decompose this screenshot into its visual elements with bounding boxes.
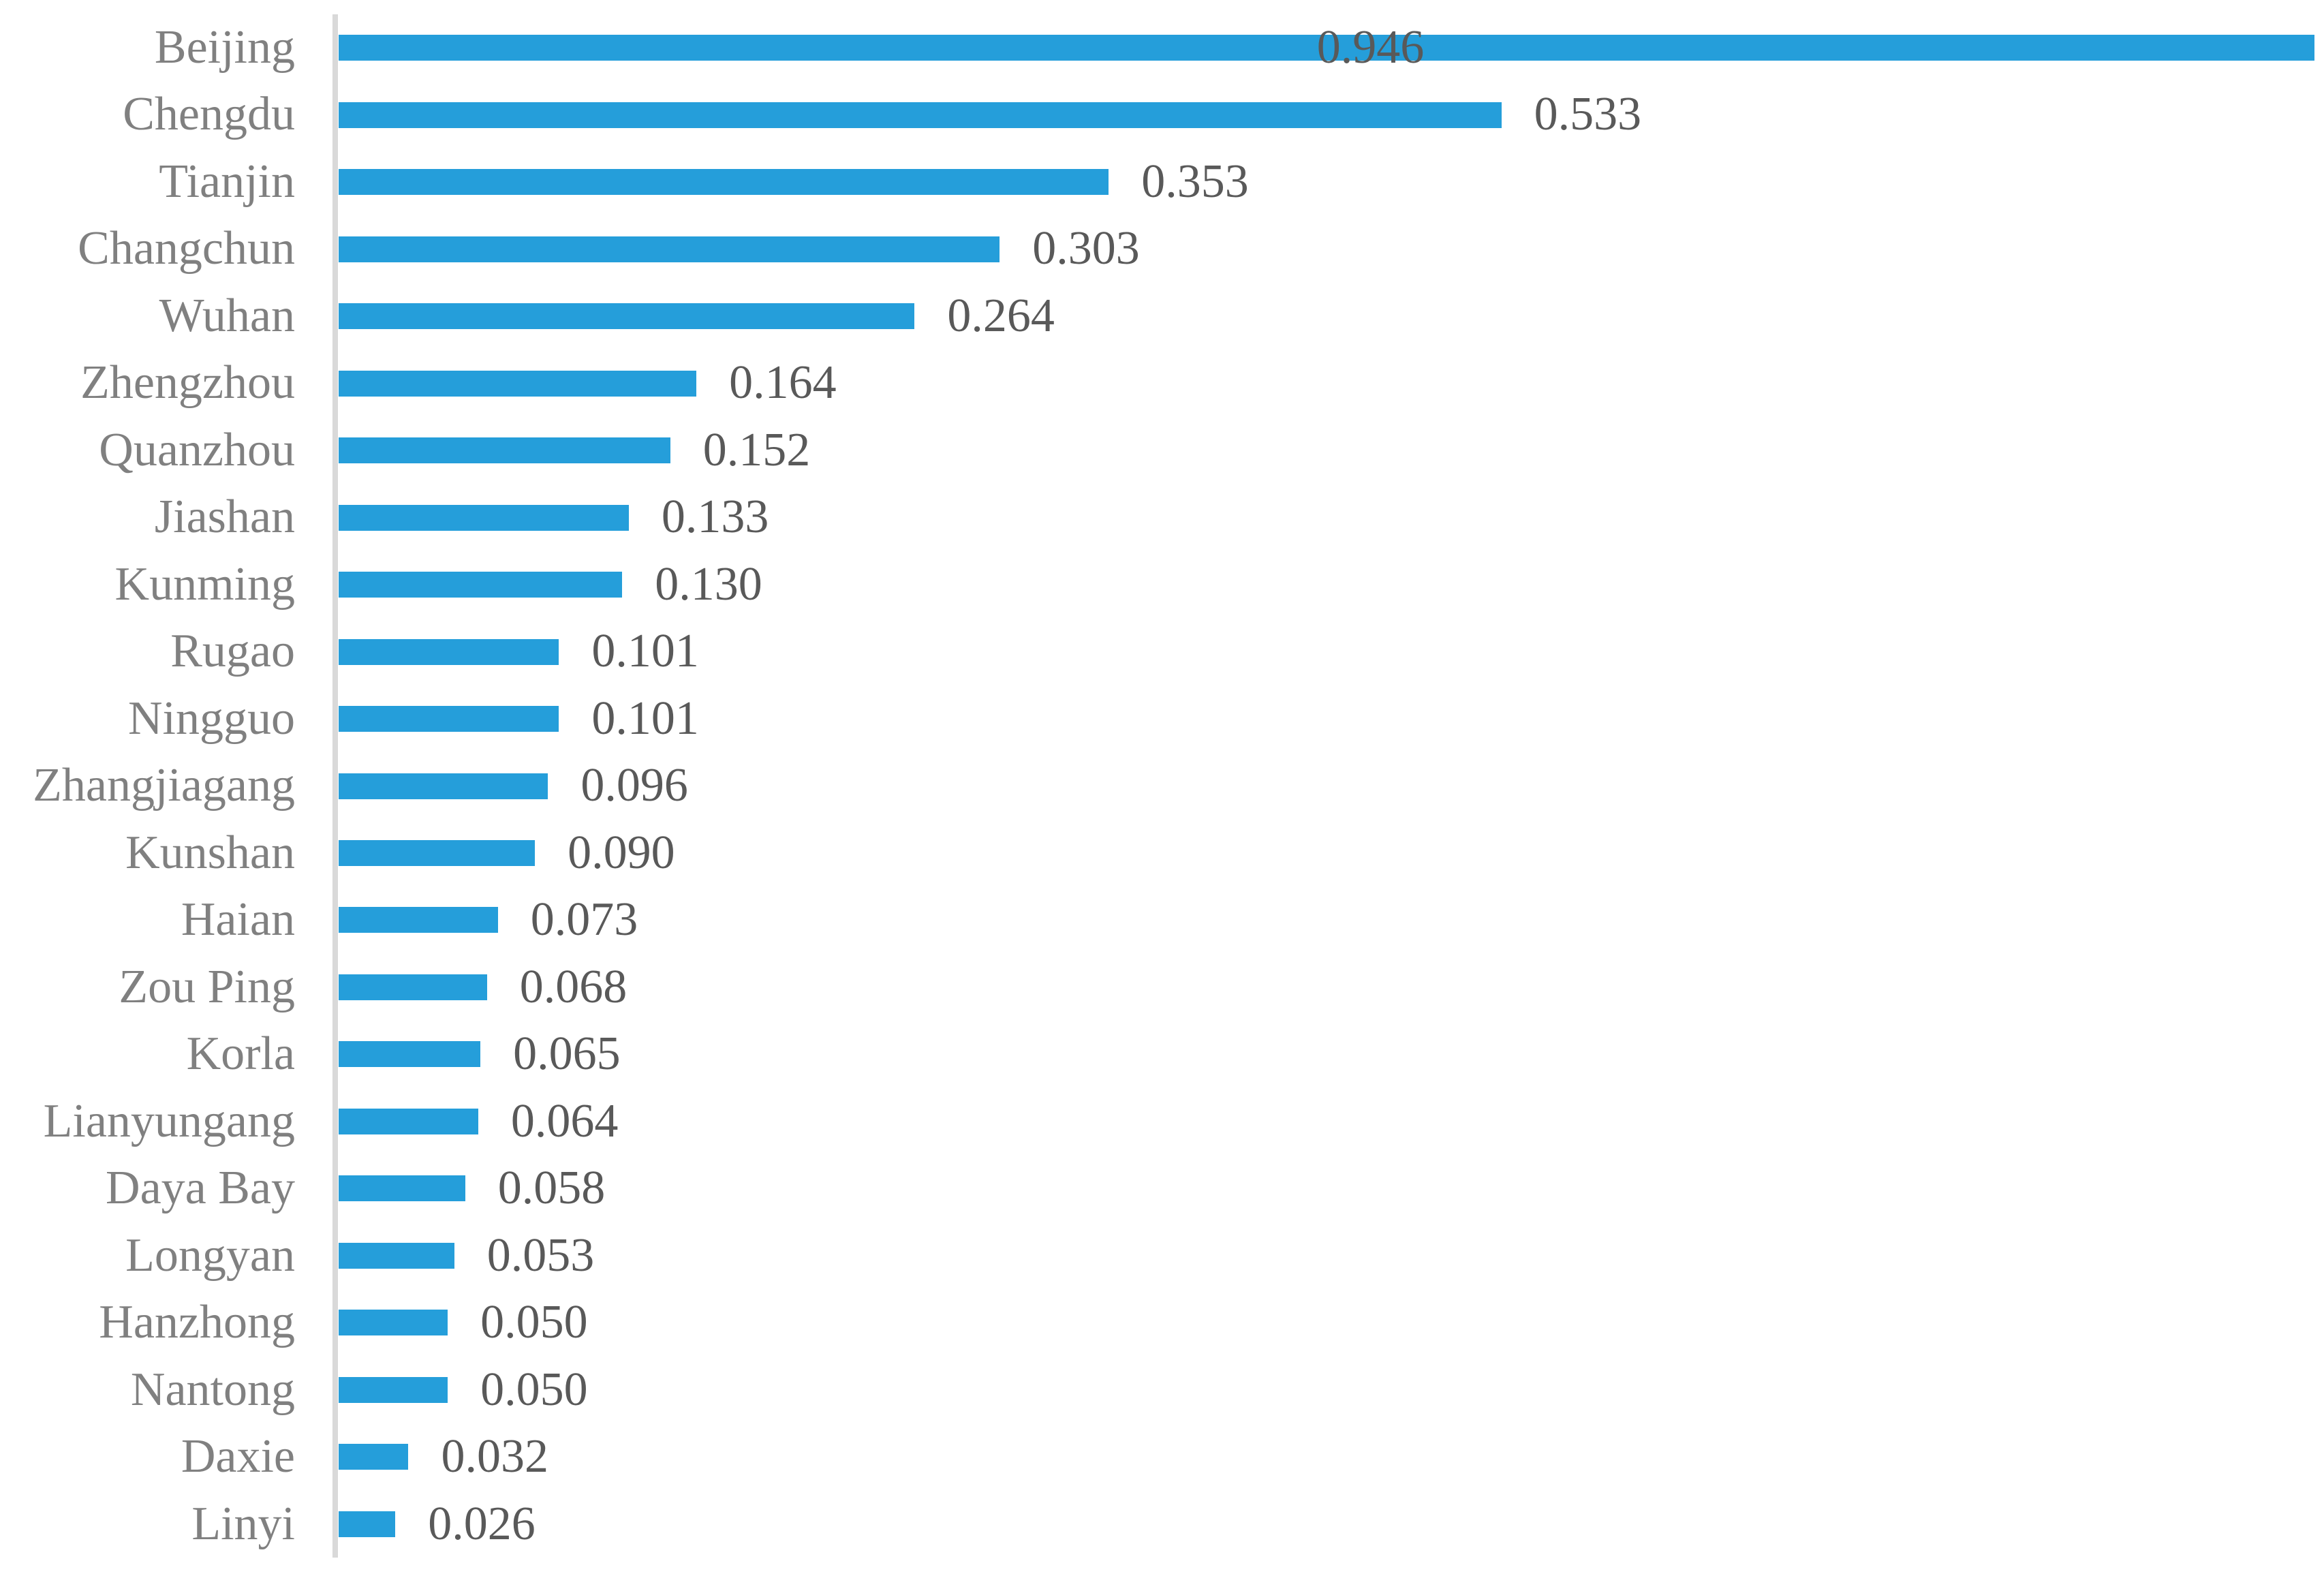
value-label: 0.090: [568, 826, 675, 879]
bar: [339, 1041, 481, 1068]
bar: [339, 638, 559, 665]
value-label: 0.053: [486, 1229, 595, 1282]
bar: [339, 303, 915, 330]
bar: [339, 437, 670, 464]
bar: [339, 1175, 465, 1202]
category-label: Kunming: [114, 557, 295, 611]
bar: [339, 1108, 478, 1134]
bar: [339, 572, 623, 598]
category-label: Linyi: [191, 1497, 295, 1550]
bar: [339, 907, 498, 933]
value-label: 0.303: [1032, 222, 1140, 275]
category-label: Jiashan: [154, 491, 295, 544]
category-label: Zhengzhou: [80, 356, 295, 410]
value-label: 0.353: [1141, 155, 1249, 208]
category-label: Tianjin: [159, 155, 295, 208]
value-label: 0.064: [510, 1094, 619, 1147]
bar: [339, 1242, 454, 1269]
category-label: Hanzhong: [99, 1296, 295, 1349]
value-label: 0.068: [519, 960, 628, 1013]
bar: [339, 504, 629, 531]
bar: [339, 773, 548, 799]
category-label: Haian: [181, 893, 295, 946]
category-label: Zou Ping: [119, 960, 295, 1013]
category-label: Daya Bay: [106, 1162, 295, 1215]
value-label: 0.533: [1534, 88, 1642, 141]
category-label: Zhangjiagang: [33, 759, 295, 812]
value-label: 0.152: [702, 423, 811, 476]
bar: [339, 102, 1502, 128]
bar: [339, 236, 1000, 262]
bar: [339, 169, 1109, 196]
bar: [339, 839, 536, 866]
bar: [339, 706, 559, 732]
value-label: 0.073: [530, 893, 638, 946]
bar: [339, 1310, 448, 1336]
category-label: Lianyungang: [43, 1094, 295, 1147]
value-label: 0.050: [480, 1296, 588, 1349]
category-label: Ningguo: [128, 692, 295, 745]
value-label: 0.164: [729, 356, 837, 410]
value-label: 0.058: [497, 1162, 606, 1215]
value-label: 0.096: [580, 759, 688, 812]
value-label: 0.264: [947, 289, 1055, 342]
category-label: Chengdu: [123, 88, 295, 141]
value-label: 0.101: [591, 625, 699, 678]
category-label: Daxie: [181, 1430, 295, 1483]
category-label: Wuhan: [159, 289, 295, 342]
bar: [339, 35, 2314, 61]
category-label: Beijing: [154, 21, 295, 74]
category-label: Changchun: [78, 222, 295, 275]
category-label: Kunshan: [125, 826, 295, 879]
bar: [339, 974, 487, 1000]
value-label: 0.133: [661, 491, 769, 544]
bar: [339, 1511, 396, 1537]
value-label: 0.026: [428, 1497, 536, 1550]
category-label: Quanzhou: [99, 423, 295, 476]
bar: [339, 370, 697, 397]
value-label: 0.130: [655, 557, 762, 611]
category-label: Longyan: [125, 1229, 295, 1282]
category-label: Korla: [186, 1028, 295, 1081]
value-label: 0.032: [441, 1430, 548, 1483]
bar: [339, 1376, 448, 1403]
value-label: 0.050: [480, 1363, 588, 1416]
bar: [339, 1444, 409, 1470]
category-label: Rugao: [170, 625, 295, 678]
category-label: Nantong: [130, 1363, 295, 1416]
value-label: 0.101: [591, 692, 699, 745]
y-axis-line: [332, 14, 338, 1558]
value-label: 0.946: [1316, 21, 1425, 74]
value-label: 0.065: [513, 1028, 621, 1081]
